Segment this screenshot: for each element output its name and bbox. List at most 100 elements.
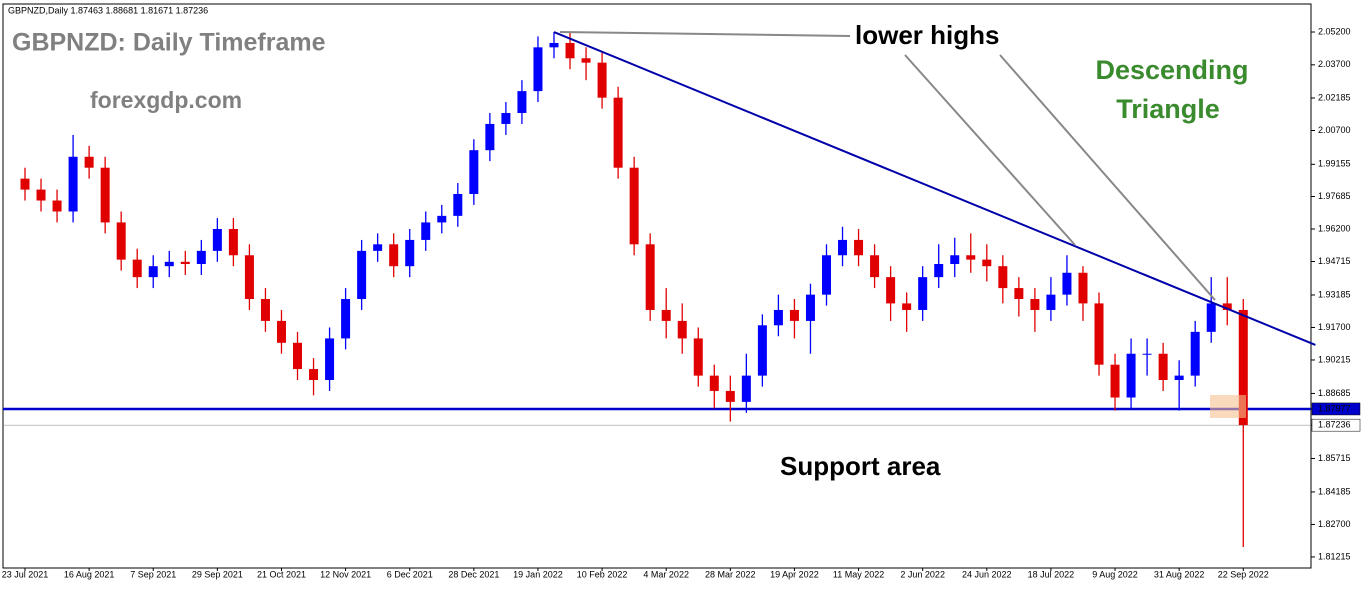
- candle-body: [260, 299, 270, 321]
- y-tick-label: 1.87977: [1318, 403, 1351, 413]
- y-tick-label: 1.97685: [1318, 191, 1351, 201]
- candle-body: [36, 189, 46, 201]
- x-tick-label: 22 Sep 2022: [1218, 569, 1269, 579]
- y-tick-label: 1.94715: [1318, 256, 1351, 266]
- x-tick-label: 31 Aug 2022: [1154, 569, 1205, 579]
- candle-body: [581, 58, 591, 63]
- y-tick-label: 2.02185: [1318, 92, 1351, 102]
- candle-body: [1078, 272, 1088, 304]
- candle-body: [52, 200, 62, 212]
- x-tick-label: 24 Jun 2022: [962, 569, 1012, 579]
- candle-body: [228, 228, 238, 256]
- support-highlight: [1210, 395, 1246, 418]
- candle-body: [20, 178, 30, 190]
- candle-body: [902, 303, 912, 310]
- candle-body: [1222, 303, 1232, 310]
- y-tick-label: 2.03700: [1318, 59, 1351, 69]
- candle-body: [918, 277, 928, 310]
- candle-body: [341, 299, 351, 339]
- candle-body: [677, 320, 687, 339]
- candle-body: [357, 250, 367, 300]
- candle-body: [1142, 353, 1152, 355]
- candle-body: [629, 167, 639, 245]
- candle-body: [517, 91, 527, 113]
- y-tick-label: 1.91700: [1318, 322, 1351, 332]
- y-tick-label: 1.93185: [1318, 289, 1351, 299]
- tick-label-box: [1311, 402, 1361, 416]
- candle-body: [437, 215, 447, 223]
- candle-body: [822, 255, 831, 295]
- candle-body: [565, 42, 575, 59]
- x-tick-label: 18 Jul 2022: [1028, 569, 1075, 579]
- x-tick-label: 10 Feb 2022: [577, 569, 628, 579]
- candle-body: [950, 255, 960, 265]
- candle-body: [886, 277, 896, 304]
- candle-body: [1190, 331, 1200, 376]
- header: GBPNZD,Daily 1.87463 1.88681 1.81671 1.8…: [8, 5, 208, 15]
- x-tick-label: 6 Dec 2021: [387, 569, 433, 579]
- candle-body: [597, 62, 607, 98]
- y-tick-label: 1.88685: [1318, 388, 1351, 398]
- candle-body: [276, 320, 286, 343]
- annotation: Support area: [780, 451, 941, 481]
- y-tick-label: 1.87236: [1318, 420, 1351, 430]
- candle-body: [982, 259, 992, 267]
- y-tick-label: 1.85715: [1318, 453, 1351, 463]
- y-tick-label: 1.99155: [1318, 159, 1351, 169]
- x-tick-label: 4 Mar 2022: [643, 569, 689, 579]
- candle-body: [805, 294, 815, 321]
- candle-body: [212, 228, 222, 251]
- candle-body: [164, 261, 174, 267]
- pointer-line: [559, 31, 851, 37]
- y-tick-label: 1.82700: [1318, 519, 1351, 529]
- candle-body: [709, 375, 719, 391]
- candle-body: [1062, 272, 1072, 295]
- tick-label-box: [1311, 418, 1361, 432]
- y-tick-label: 1.84185: [1318, 486, 1351, 496]
- candle-body: [661, 309, 671, 321]
- candle-body: [389, 244, 399, 267]
- x-tick-label: 23 Jul 2021: [2, 569, 49, 579]
- candle-body: [1206, 303, 1216, 332]
- candle-body: [613, 97, 623, 168]
- candle-body: [148, 266, 158, 278]
- candle-body: [741, 375, 751, 402]
- candle-body: [373, 244, 383, 251]
- candle-body: [116, 222, 126, 260]
- marks: [3, 31, 1316, 547]
- candle-body: [244, 255, 254, 300]
- candle-body: [132, 259, 142, 278]
- candle-body: [1238, 309, 1248, 426]
- candle-body: [501, 112, 511, 124]
- candle-body: [293, 342, 303, 370]
- candle-body: [1030, 299, 1040, 310]
- candle-body: [725, 390, 735, 402]
- annotation: lower highs: [855, 20, 999, 50]
- x-tick-label: 7 Sep 2021: [130, 569, 176, 579]
- x-tick-label: 9 Aug 2022: [1092, 569, 1138, 579]
- trendline: [553, 31, 1316, 346]
- subtitle: forexgdp.com: [90, 87, 242, 113]
- y-tick-label: 1.90215: [1318, 354, 1351, 364]
- candle-body: [453, 193, 463, 216]
- x-tick-label: 21 Oct 2021: [257, 569, 306, 579]
- candle-body: [405, 239, 415, 267]
- candle-body: [693, 338, 703, 376]
- y-tick-label: 2.05200: [1318, 26, 1351, 36]
- x-tick-label: 2 Jun 2022: [900, 569, 945, 579]
- y-tick-label: 2.00700: [1318, 125, 1351, 135]
- candle-body: [309, 369, 319, 380]
- candle-body: [1158, 353, 1168, 380]
- candle-body: [757, 325, 767, 376]
- annotation: Descending: [1095, 55, 1248, 85]
- annotation: Triangle: [1116, 94, 1220, 124]
- candle-body: [966, 255, 976, 260]
- candle-body: [934, 264, 944, 278]
- candle-body: [1046, 294, 1056, 310]
- candle-body: [549, 42, 559, 48]
- candle-body: [1094, 303, 1104, 365]
- candle-body: [998, 266, 1008, 289]
- candle-body: [100, 167, 110, 223]
- candle-body: [1126, 353, 1136, 398]
- chart-title: GBPNZD: Daily Timeframe: [12, 29, 326, 57]
